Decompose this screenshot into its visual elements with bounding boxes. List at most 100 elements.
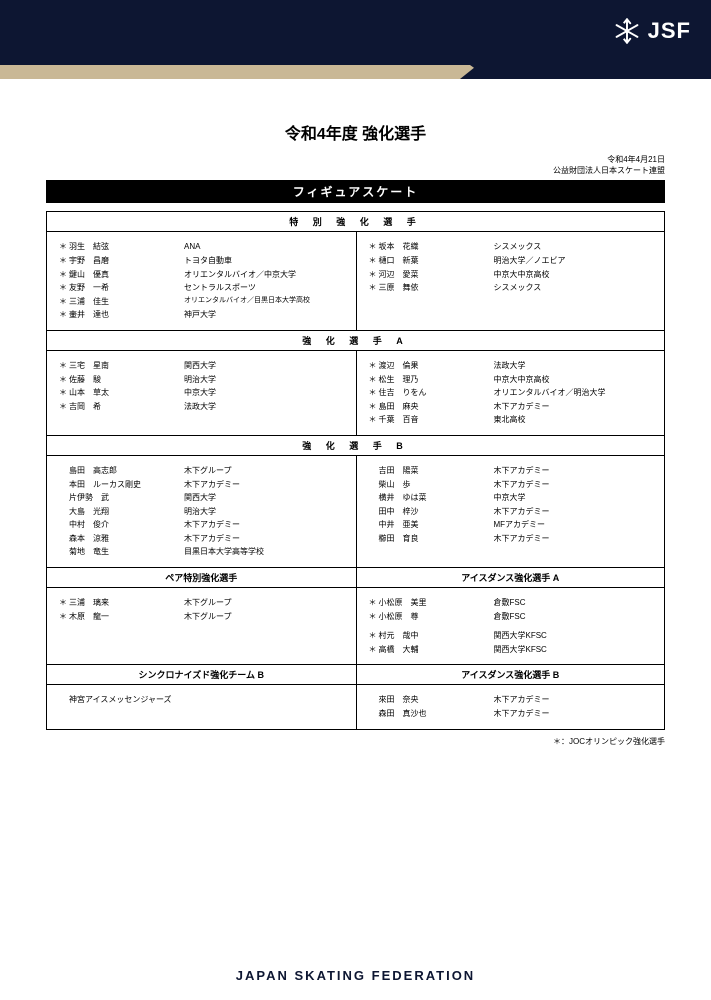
- athlete-affiliation: 木下アカデミー: [184, 518, 344, 532]
- athlete-affiliation: 木下アカデミー: [494, 478, 653, 492]
- star-mark: [369, 478, 379, 492]
- athlete-name: 島田 高志郎: [69, 464, 184, 478]
- athlete-row: 櫛田 育良 木下アカデミー: [369, 532, 653, 546]
- athlete-name: 森田 真沙也: [379, 707, 494, 721]
- athlete-name: 鍵山 優真: [69, 268, 184, 282]
- header-diagonal: [0, 61, 711, 79]
- athlete-row: ＊ 河辺 愛菜 中京大中京高校: [369, 268, 653, 282]
- star-mark: ＊: [369, 281, 379, 295]
- athlete-row: ＊ 樋口 新葉 明治大学／ノエビア: [369, 254, 653, 268]
- athlete-affiliation: 神戸大学: [184, 308, 344, 322]
- star-mark: [59, 491, 69, 505]
- athlete-name: 壷井 達也: [69, 308, 184, 322]
- star-mark: ＊: [59, 610, 69, 624]
- athlete-affiliation: 中京大学: [494, 491, 653, 505]
- star-mark: ＊: [369, 400, 379, 414]
- star-mark: [369, 532, 379, 546]
- star-mark: [369, 491, 379, 505]
- athlete-affiliation: 木下アカデミー: [184, 478, 344, 492]
- athlete-affiliation: 木下アカデミー: [494, 400, 653, 414]
- star-mark: [369, 707, 379, 721]
- athlete-row: ＊ 壷井 達也 神戸大学: [59, 308, 344, 322]
- athlete-name: 樋口 新葉: [379, 254, 494, 268]
- athlete-name: 村元 哉中: [379, 629, 494, 643]
- athlete-affiliation: 法政大学: [494, 359, 653, 373]
- star-mark: [59, 693, 69, 707]
- page-content: 令和4年度 強化選手 令和4年4月21日 公益財団法人日本スケート連盟 フィギュ…: [0, 78, 711, 747]
- athlete-row: ＊ 高橋 大輔 関西大学KFSC: [369, 643, 653, 657]
- athlete-name: 友野 一希: [69, 281, 184, 295]
- section-header: 特 別 強 化 選 手: [47, 212, 664, 232]
- pair-left: ＊ 三浦 璃来 木下グループ ＊ 木原 龍一 木下グループ: [47, 588, 356, 664]
- athlete-affiliation: 倉敷FSC: [494, 610, 653, 624]
- star-mark: ＊: [369, 373, 379, 387]
- athlete-row: ＊ 吉岡 希 法政大学: [59, 400, 344, 414]
- athlete-affiliation: 明治大学: [184, 505, 344, 519]
- athlete-name: 三浦 璃来: [69, 596, 184, 610]
- athlete-name: 横井 ゆは菜: [379, 491, 494, 505]
- athlete-row: 吉田 陽菜 木下アカデミー: [369, 464, 653, 478]
- section-body: ＊ 三宅 星南 関西大学 ＊ 佐藤 駿 明治大学 ＊ 山本 草太 中京大学 ＊ …: [47, 351, 664, 435]
- athlete-affiliation: 中京大中京高校: [494, 373, 653, 387]
- logo-text: JSF: [648, 18, 691, 44]
- star-mark: ＊: [59, 254, 69, 268]
- athlete-name: 宇野 昌磨: [69, 254, 184, 268]
- star-mark: [369, 505, 379, 519]
- athlete-affiliation: 明治大学／ノエビア: [494, 254, 653, 268]
- athlete-affiliation: 関西大学KFSC: [494, 629, 653, 643]
- athlete-name: 小松原 美里: [379, 596, 494, 610]
- athlete-affiliation: 法政大学: [184, 400, 344, 414]
- athlete-affiliation: 東北高校: [494, 413, 653, 427]
- sub-headers: ペア特別強化選手 アイスダンス強化選手 A: [47, 567, 664, 588]
- athlete-name: 木原 龍一: [69, 610, 184, 624]
- athlete-row: ＊ 千葉 百音 東北高校: [369, 413, 653, 427]
- star-mark: ＊: [369, 643, 379, 657]
- sub-header-right-2: アイスダンス強化選手 B: [356, 665, 665, 684]
- sub-headers-2: シンクロナイズド強化チーム B アイスダンス強化選手 B: [47, 664, 664, 685]
- athlete-affiliation: 木下アカデミー: [184, 532, 344, 546]
- athlete-affiliation: オリエンタルバイオ／中京大学: [184, 268, 344, 282]
- pair-right: ＊ 小松原 美里 倉敷FSC ＊ 小松原 尊 倉敷FSC ＊ 村元 哉中 関西大…: [356, 588, 665, 664]
- discipline-bar: フィギュアスケート: [46, 180, 665, 203]
- athlete-affiliation: 関西大学KFSC: [494, 643, 653, 657]
- star-mark: [59, 478, 69, 492]
- athlete-row: ＊ 山本 草太 中京大学: [59, 386, 344, 400]
- athlete-name: 菊地 竜生: [69, 545, 184, 559]
- athlete-row: 大島 光翔 明治大学: [59, 505, 344, 519]
- athlete-name: 山本 草太: [69, 386, 184, 400]
- athlete-name: 櫛田 育良: [379, 532, 494, 546]
- athlete-affiliation: オリエンタルバイオ／目黒日本大学高校: [184, 295, 344, 309]
- left-cell: 島田 高志郎 木下グループ 本田 ルーカス剛史 木下アカデミー 片伊勢 武 関西…: [47, 456, 356, 567]
- star-mark: [369, 464, 379, 478]
- athlete-name: 住吉 りをん: [379, 386, 494, 400]
- athlete-row: 本田 ルーカス剛史 木下アカデミー: [59, 478, 344, 492]
- athlete-name: 大島 光翔: [69, 505, 184, 519]
- athlete-row: ＊ 小松原 尊 倉敷FSC: [369, 610, 653, 624]
- athlete-row: 片伊勢 武 関西大学: [59, 491, 344, 505]
- right-cell: ＊ 坂本 花織 シスメックス ＊ 樋口 新葉 明治大学／ノエビア ＊ 河辺 愛菜…: [356, 232, 665, 330]
- athlete-row: 田中 梓沙 木下アカデミー: [369, 505, 653, 519]
- footer-text: JAPAN SKATING FEDERATION: [236, 968, 475, 983]
- header-band: JSF: [0, 0, 711, 78]
- left-cell: ＊ 羽生 結弦 ANA ＊ 宇野 昌磨 トヨタ自動車 ＊ 鍵山 優真 オリエンタ…: [47, 232, 356, 330]
- athlete-row: ＊ 三浦 璃来 木下グループ: [59, 596, 344, 610]
- star-mark: ＊: [369, 610, 379, 624]
- athlete-affiliation: 木下アカデミー: [494, 707, 653, 721]
- athlete-row: 森本 涼雅 木下アカデミー: [59, 532, 344, 546]
- sync-right: 來田 奈央 木下アカデミー 森田 真沙也 木下アカデミー: [356, 685, 665, 728]
- star-mark: [369, 693, 379, 707]
- athlete-affiliation: トヨタ自動車: [184, 254, 344, 268]
- star-mark: ＊: [59, 281, 69, 295]
- athlete-name: 島田 麻央: [379, 400, 494, 414]
- athlete-affiliation: 関西大学: [184, 359, 344, 373]
- athlete-name: 來田 奈央: [379, 693, 494, 707]
- athlete-name: 三宅 星南: [69, 359, 184, 373]
- pair-body: ＊ 三浦 璃来 木下グループ ＊ 木原 龍一 木下グループ ＊ 小松原 美里 倉…: [47, 588, 664, 664]
- jsf-logo: JSF: [614, 18, 691, 44]
- star-mark: ＊: [59, 359, 69, 373]
- star-mark: ＊: [369, 268, 379, 282]
- athlete-row: 中村 俊介 木下アカデミー: [59, 518, 344, 532]
- athlete-affiliation: シスメックス: [494, 281, 653, 295]
- star-mark: ＊: [369, 596, 379, 610]
- sections-table: 特 別 強 化 選 手 ＊ 羽生 結弦 ANA ＊ 宇野 昌磨 トヨタ自動車 ＊…: [46, 211, 665, 729]
